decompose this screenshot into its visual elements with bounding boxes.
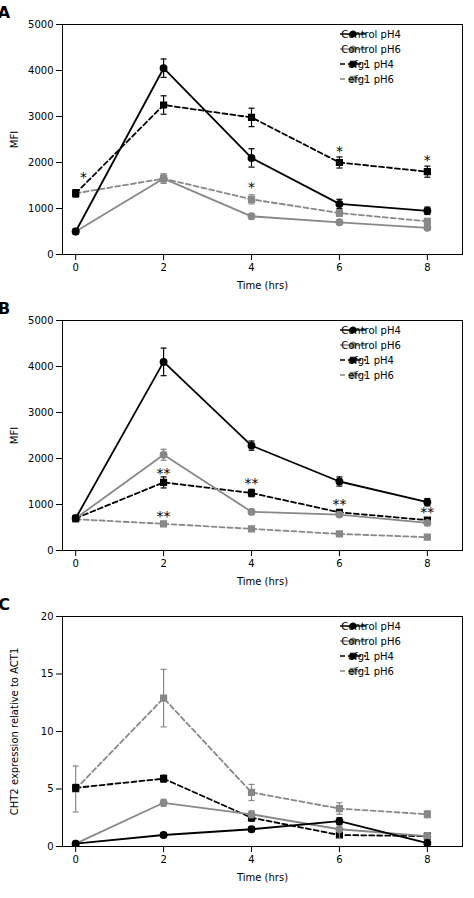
svg-text:0: 0 <box>47 249 53 260</box>
svg-text:Time (hrs): Time (hrs) <box>236 576 288 587</box>
svg-text:5: 5 <box>47 783 53 794</box>
svg-text:Time (hrs): Time (hrs) <box>236 280 288 291</box>
svg-text:2: 2 <box>160 558 166 569</box>
svg-text:2000: 2000 <box>28 157 53 168</box>
svg-text:4: 4 <box>248 558 254 569</box>
svg-text:6: 6 <box>336 262 342 273</box>
svg-text:5000: 5000 <box>28 315 53 326</box>
svg-text:*: * <box>248 179 255 195</box>
svg-text:0: 0 <box>72 558 78 569</box>
svg-text:**: ** <box>157 508 171 524</box>
svg-text:10: 10 <box>41 726 54 737</box>
svg-text:**: ** <box>157 465 171 481</box>
svg-text:*: * <box>336 143 343 159</box>
svg-text:Control pH6: Control pH6 <box>341 44 401 55</box>
svg-text:MFI: MFI <box>9 427 20 444</box>
svg-text:0: 0 <box>72 262 78 273</box>
svg-text:2: 2 <box>160 854 166 865</box>
svg-text:C: C <box>0 595 10 614</box>
svg-text:efg1 pH6: efg1 pH6 <box>348 666 394 677</box>
svg-text:8: 8 <box>424 854 430 865</box>
svg-text:CHT2 expression relative to AC: CHT2 expression relative to ACT1 <box>9 648 20 816</box>
svg-text:**: ** <box>332 496 346 512</box>
svg-text:6: 6 <box>336 854 342 865</box>
svg-text:15: 15 <box>41 668 54 679</box>
svg-text:4: 4 <box>248 262 254 273</box>
svg-text:2: 2 <box>160 262 166 273</box>
svg-text:3000: 3000 <box>28 407 53 418</box>
svg-text:3000: 3000 <box>28 111 53 122</box>
svg-text:Control pH4: Control pH4 <box>341 621 401 632</box>
svg-text:4000: 4000 <box>28 361 53 372</box>
svg-text:efg1 pH6: efg1 pH6 <box>348 370 394 381</box>
svg-text:20: 20 <box>41 611 54 622</box>
svg-text:Control pH6: Control pH6 <box>341 636 401 647</box>
svg-text:Control pH4: Control pH4 <box>341 29 401 40</box>
svg-text:efg1 pH4: efg1 pH4 <box>348 355 394 366</box>
svg-text:0: 0 <box>47 841 53 852</box>
svg-text:6: 6 <box>336 558 342 569</box>
svg-text:4: 4 <box>248 854 254 865</box>
svg-text:Control pH6: Control pH6 <box>341 340 401 351</box>
svg-text:efg1 pH4: efg1 pH4 <box>348 59 394 70</box>
svg-text:Time (hrs): Time (hrs) <box>236 872 288 883</box>
svg-text:**: ** <box>245 475 259 491</box>
svg-text:4000: 4000 <box>28 65 53 76</box>
svg-text:0: 0 <box>72 854 78 865</box>
svg-text:B: B <box>0 299 10 318</box>
svg-text:efg1 pH6: efg1 pH6 <box>348 74 394 85</box>
svg-text:8: 8 <box>424 558 430 569</box>
svg-text:8: 8 <box>424 262 430 273</box>
svg-text:1000: 1000 <box>28 203 53 214</box>
svg-text:MFI: MFI <box>9 131 20 148</box>
svg-text:efg1 pH4: efg1 pH4 <box>348 651 394 662</box>
svg-text:**: ** <box>420 504 434 520</box>
svg-text:2000: 2000 <box>28 453 53 464</box>
svg-text:1000: 1000 <box>28 499 53 510</box>
svg-text:Control pH4: Control pH4 <box>341 325 401 336</box>
svg-text:5000: 5000 <box>28 19 53 30</box>
svg-text:*: * <box>424 152 431 168</box>
svg-text:0: 0 <box>47 545 53 556</box>
svg-text:A: A <box>0 3 11 22</box>
svg-text:*: * <box>80 169 87 185</box>
